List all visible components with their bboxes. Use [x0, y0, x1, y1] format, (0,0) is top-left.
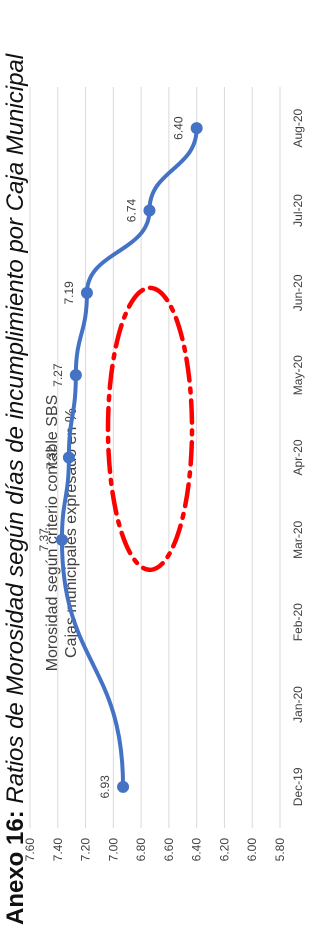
- data-label: 6.93: [98, 775, 112, 799]
- y-tick-label: 6.20: [217, 838, 231, 862]
- x-tick-label: May-20: [291, 355, 305, 395]
- data-point: [55, 533, 68, 546]
- data-point: [190, 122, 203, 135]
- y-tick-label: 6.60: [162, 838, 176, 862]
- x-tick-label: Jan-20: [291, 686, 305, 723]
- y-tick-label: 7.40: [51, 838, 65, 862]
- y-tick-label: 5.80: [273, 838, 287, 862]
- y-axis-ticks: 7.60 7.40 7.20 7.00 6.80 6.60 6.40 6.20 6.00 5.80: [23, 838, 287, 862]
- y-tick-label: 6.00: [245, 838, 259, 862]
- data-label: 7.32: [44, 445, 58, 469]
- highlight-ellipse: [105, 285, 195, 573]
- x-tick-label: Mar-20: [291, 521, 305, 559]
- y-tick-label: 6.80: [134, 838, 148, 862]
- data-point: [69, 369, 82, 382]
- chart-title: Morosidad según criterio contable SBS: [44, 395, 61, 672]
- x-tick-label: Dec-19: [291, 767, 305, 806]
- x-axis-ticks: Dec-19 Jan-20 Feb-20 Mar-20 Apr-20 May-20 Jun-…: [291, 108, 305, 806]
- data-label: 7.27: [51, 363, 65, 387]
- data-label: 6.74: [124, 198, 138, 222]
- data-point: [117, 780, 130, 793]
- y-tick-label: 7.00: [106, 838, 120, 862]
- x-tick-label: Aug-20: [291, 108, 305, 147]
- x-tick-label: Feb-20: [291, 603, 305, 641]
- x-tick-label: Apr-20: [291, 439, 305, 475]
- x-tick-label: Jun-20: [291, 274, 305, 311]
- data-point: [62, 451, 75, 464]
- series-line: [59, 126, 199, 789]
- chart-subtitle: Cajas municipales expresado en %: [63, 408, 80, 658]
- highlight-annotation: [105, 285, 195, 573]
- data-label: 7.37: [37, 528, 51, 552]
- y-tick-label: 6.40: [190, 838, 204, 862]
- series-line-group: [55, 122, 203, 793]
- data-point: [80, 286, 93, 299]
- y-tick-label: 7.60: [23, 838, 37, 862]
- x-tick-label: Jul-20: [291, 194, 305, 227]
- data-point: [143, 204, 156, 217]
- y-tick-label: 7.20: [79, 838, 93, 862]
- data-labels: 6.93 7.37 7.32 7.27 7.19 6.74 6.40: [37, 116, 186, 798]
- grid-lines: [29, 87, 281, 828]
- data-label: 6.40: [172, 116, 186, 140]
- data-label: 7.19: [62, 281, 76, 305]
